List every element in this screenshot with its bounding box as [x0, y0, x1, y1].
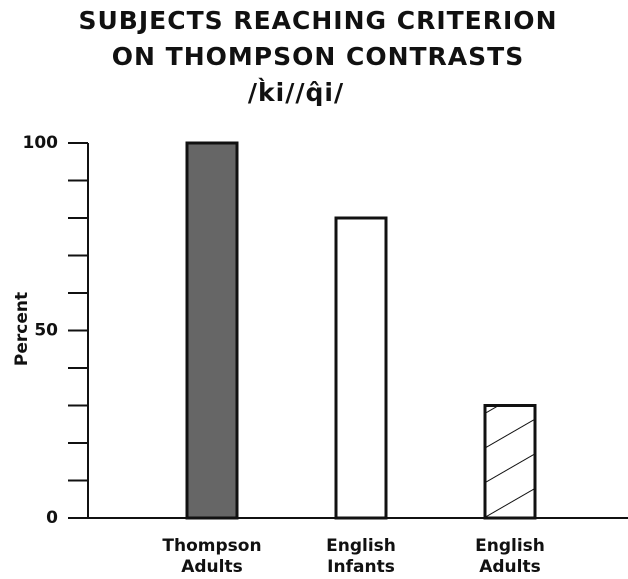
- x-tick-label: English Infants: [326, 536, 396, 577]
- bar: [483, 404, 537, 520]
- y-tick-label: 0: [46, 508, 58, 528]
- chart-title: ON THOMPSON CONTRASTS: [112, 42, 524, 71]
- chart-title: /k̀i//q̂i/: [248, 78, 344, 107]
- bar: [185, 141, 239, 520]
- x-tick-label: Thompson Adults: [162, 536, 262, 577]
- y-tick-label: 50: [34, 321, 58, 341]
- y-axis-label: Percent: [12, 292, 32, 366]
- chart-title: SUBJECTS REACHING CRITERION: [78, 6, 557, 35]
- y-tick-label: 100: [23, 133, 59, 153]
- x-tick-label: English Adults: [475, 536, 545, 577]
- bar: [334, 216, 388, 520]
